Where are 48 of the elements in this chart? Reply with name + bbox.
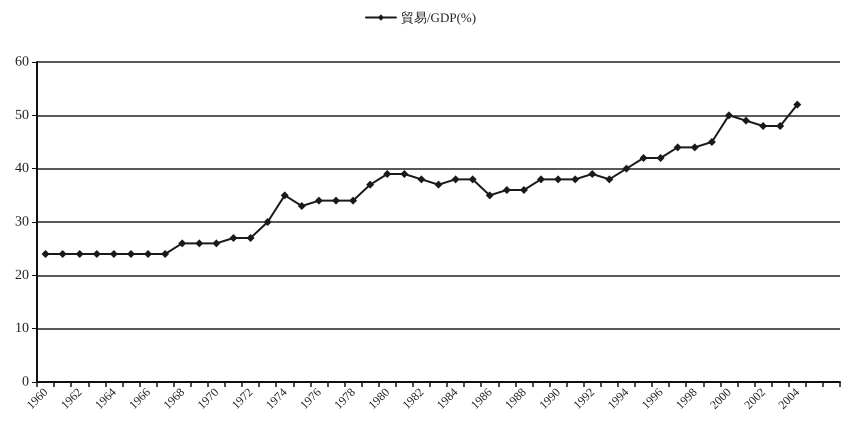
point (349, 196, 358, 205)
y-tick-label: 10 (15, 321, 29, 336)
point (452, 175, 460, 184)
legend-label: 貿易/GDP(%) (400, 10, 476, 25)
point (178, 239, 186, 248)
point (622, 164, 630, 173)
point (776, 122, 784, 130)
point (280, 191, 289, 200)
y-tick-label: 50 (15, 108, 29, 123)
point (605, 175, 614, 184)
y-tick-label: 20 (15, 268, 29, 283)
point (58, 250, 67, 258)
point (76, 250, 84, 258)
point (793, 100, 802, 109)
y-tick-label: 60 (15, 54, 29, 70)
point (468, 175, 477, 184)
y-tick-label: 30 (15, 214, 29, 230)
point (314, 196, 323, 205)
y-tick-label: 0 (22, 374, 29, 390)
point (212, 239, 220, 248)
y-tick-label: 40 (15, 161, 29, 176)
point (298, 202, 306, 210)
point (383, 170, 392, 178)
point (229, 234, 238, 242)
point (656, 154, 665, 162)
point (434, 180, 442, 189)
point (588, 170, 596, 178)
point (400, 170, 408, 178)
point (571, 175, 580, 184)
point (759, 122, 768, 130)
point (554, 175, 562, 184)
point (366, 180, 374, 189)
point (246, 234, 255, 242)
point (332, 196, 340, 205)
point (161, 250, 170, 258)
point (674, 143, 682, 152)
point (537, 175, 546, 184)
point (110, 250, 118, 258)
point (502, 186, 511, 194)
point (742, 116, 750, 125)
point (724, 111, 733, 120)
point (486, 191, 494, 200)
point (690, 143, 699, 152)
point (92, 250, 101, 258)
point (417, 175, 426, 184)
point (195, 239, 204, 248)
point (708, 138, 716, 146)
point (264, 218, 272, 226)
